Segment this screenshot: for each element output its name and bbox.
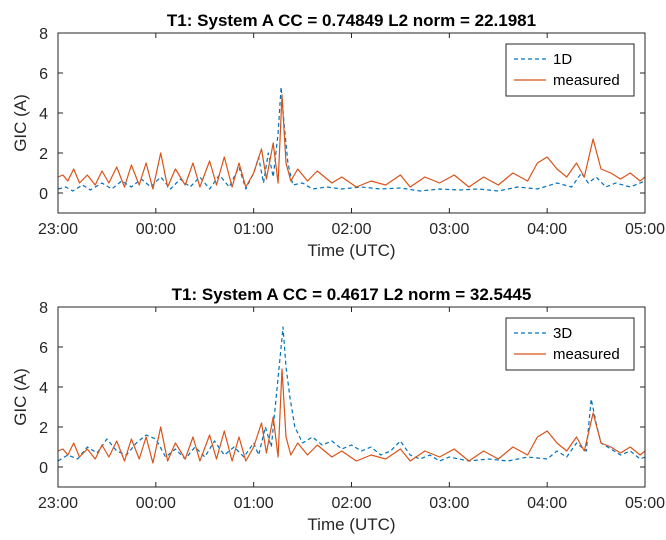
- y-axis-label: GIC (A): [11, 368, 30, 426]
- legend-label: 3D: [553, 325, 572, 342]
- y-tick-label: 6: [39, 66, 48, 83]
- y-tick-label: 0: [39, 460, 48, 477]
- series-line-measured: [58, 94, 645, 190]
- x-axis-label: Time (UTC): [307, 241, 395, 260]
- legend-box: [505, 43, 635, 97]
- legend-label: measured: [553, 346, 620, 363]
- x-tick-label: 01:00: [234, 495, 274, 512]
- y-tick-label: 4: [39, 380, 48, 397]
- axes-box: [57, 32, 646, 214]
- x-tick-label: 04:00: [527, 495, 567, 512]
- x-tick-label: 23:00: [38, 221, 78, 238]
- legend: 3D measured: [505, 317, 635, 371]
- x-tick-label: 05:00: [625, 221, 665, 238]
- y-tick-label: 4: [39, 106, 48, 123]
- series-line-measured: [58, 368, 645, 464]
- x-tick-label: 01:00: [234, 221, 274, 238]
- x-tick-label: 03:00: [429, 495, 469, 512]
- series-line-3d: [58, 326, 645, 462]
- x-tick-label: 00:00: [136, 221, 176, 238]
- y-tick-label: 2: [39, 146, 48, 163]
- x-tick-label: 00:00: [136, 495, 176, 512]
- legend: 1D measured: [505, 43, 635, 97]
- x-axis-label: Time (UTC): [307, 515, 395, 534]
- chart-title: T1: System A CC = 0.4617 L2 norm = 32.54…: [172, 285, 532, 304]
- y-tick-label: 6: [39, 340, 48, 357]
- axes-box: [57, 306, 646, 488]
- legend-label: measured: [553, 72, 620, 89]
- x-tick-label: 23:00: [38, 495, 78, 512]
- subplot-2: T1: System A CC = 0.4617 L2 norm = 32.54…: [11, 285, 665, 534]
- x-tick-label: 05:00: [625, 495, 665, 512]
- legend-label: 1D: [553, 51, 572, 68]
- y-axis-label: GIC (A): [11, 94, 30, 152]
- y-tick-label: 8: [39, 26, 48, 43]
- y-tick-label: 2: [39, 420, 48, 437]
- x-tick-label: 03:00: [429, 221, 469, 238]
- subplot-1: T1: System A CC = 0.74849 L2 norm = 22.1…: [11, 11, 665, 260]
- x-tick-label: 04:00: [527, 221, 567, 238]
- y-tick-label: 0: [39, 186, 48, 203]
- series-line-1d: [58, 86, 645, 192]
- x-tick-label: 02:00: [331, 495, 371, 512]
- x-tick-label: 02:00: [331, 221, 371, 238]
- chart-title: T1: System A CC = 0.74849 L2 norm = 22.1…: [167, 11, 536, 30]
- y-tick-label: 8: [39, 300, 48, 317]
- legend-box: [505, 317, 635, 371]
